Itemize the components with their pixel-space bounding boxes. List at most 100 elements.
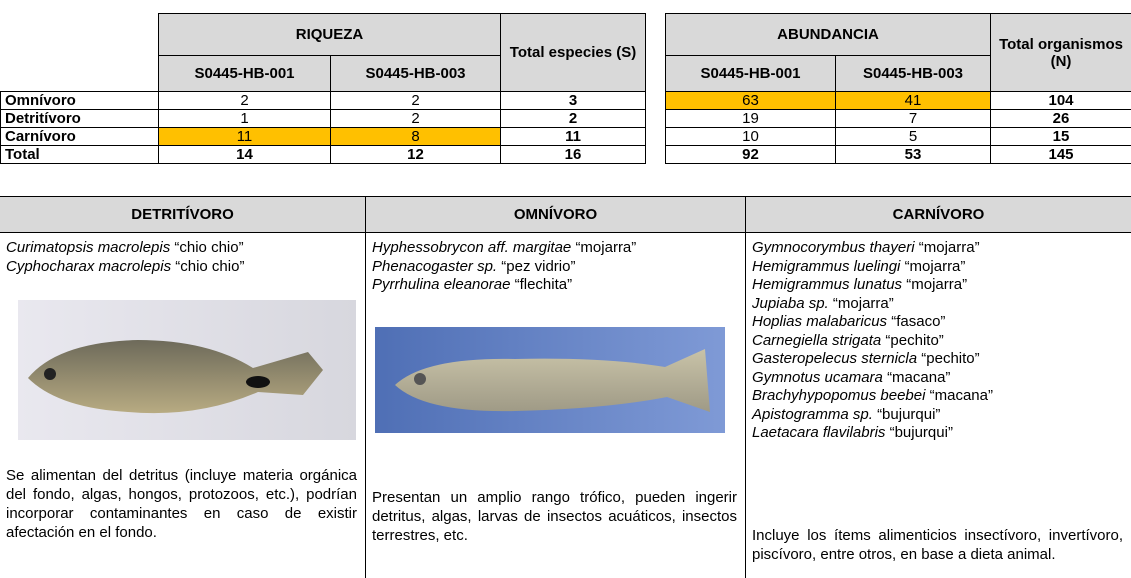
species-item: Cyphocharax macrolepis “chio chio” xyxy=(6,258,359,277)
group-header: Total especies (S) xyxy=(500,13,646,92)
guild-description: Incluye los ítems alimenticios insectívo… xyxy=(752,527,1123,563)
cell: 8 xyxy=(330,127,501,146)
species-item: Gasteropelecus sternicla “pechito” xyxy=(752,350,1125,369)
species-item: Phenacogaster sp. “pez vidrio” xyxy=(372,258,739,277)
guild-description: Presentan un amplio rango trófico, puede… xyxy=(372,489,737,544)
sub-header: S0445-HB-001 xyxy=(158,55,331,92)
cell: 2 xyxy=(330,91,501,110)
common-name: “mojarra” xyxy=(906,276,968,293)
common-name: “pez vidrio” xyxy=(501,257,576,275)
species-list: Curimatopsis macrolepis “chio chio” Cypho… xyxy=(0,239,365,276)
species-name: Curimatopsis macrolepis xyxy=(6,239,171,256)
common-name: “chio chio” xyxy=(175,257,245,275)
species-item: Gymnotus ucamara “macana” xyxy=(752,369,1125,388)
group-header: Total organismos (N) xyxy=(990,13,1131,92)
species-name: Laetacara flavilabris xyxy=(752,424,886,441)
cell: 12 xyxy=(330,145,501,164)
fish-photo xyxy=(375,327,725,433)
cell: 14 xyxy=(158,145,331,164)
species-item: Laetacara flavilabris “bujurqui” xyxy=(752,424,1125,443)
species-name: Gymnotus ucamara xyxy=(752,368,883,386)
species-name: Apistogramma sp. xyxy=(752,405,873,423)
cell: 5 xyxy=(834,127,992,146)
corner xyxy=(0,13,159,92)
species-name: Hoplias malabaricus xyxy=(752,313,888,330)
common-name: “chio chio” xyxy=(174,239,244,256)
species-list: Hyphessobrycon aff. margitae “mojarra” Ph… xyxy=(366,239,745,295)
species-name: Pyrrhulina eleanorae xyxy=(372,276,511,293)
species-item: Jupiaba sp. “mojarra” xyxy=(752,295,1125,314)
species-item: Carnegiella strigata “pechito” xyxy=(752,332,1125,351)
data-row: Total 14 12 16 92 53 145 xyxy=(0,145,1131,164)
common-name: “macana” xyxy=(887,368,951,386)
row-label: Detritívoro xyxy=(0,109,159,128)
species-name: Hemigrammus luelingi xyxy=(752,257,901,275)
omnivore-column: OMNÍVORO Hyphessobrycon aff. margitae “m… xyxy=(366,196,746,578)
species-item: Pyrrhulina eleanorae “flechita” xyxy=(372,276,739,295)
common-name: “pechito” xyxy=(921,350,980,367)
species-item: Hemigrammus lunatus “mojarra” xyxy=(752,276,1125,295)
cell: 26 xyxy=(990,109,1131,128)
cell: 2 xyxy=(500,109,646,128)
cell: 3 xyxy=(500,91,646,110)
species-item: Curimatopsis macrolepis “chio chio” xyxy=(6,239,359,258)
species-item: Brachyhypopomus beebei “macana” xyxy=(752,387,1125,406)
species-name: Carnegiella strigata xyxy=(752,331,882,349)
common-name: “macana” xyxy=(929,387,993,404)
species-name: Hyphessobrycon aff. margitae xyxy=(372,239,572,256)
cell: 1 xyxy=(158,109,331,128)
sub-header: S0445-HB-001 xyxy=(665,55,836,92)
cell: 7 xyxy=(834,109,992,128)
species-item: Hoplias malabaricus “fasaco” xyxy=(752,313,1125,332)
common-name: “pechito” xyxy=(885,331,944,349)
species-name: Cyphocharax macrolepis xyxy=(6,257,172,275)
row-label: Carnívoro xyxy=(0,127,159,146)
cell: 19 xyxy=(665,109,836,128)
species-item: Gymnocorymbus thayeri “mojarra” xyxy=(752,239,1125,258)
species-name: Brachyhypopomus beebei xyxy=(752,387,926,404)
sub-header: S0445-HB-003 xyxy=(834,55,992,92)
cell: 104 xyxy=(990,91,1131,110)
cell: 41 xyxy=(834,91,992,110)
cell: 145 xyxy=(990,145,1131,164)
data-row: Omnívoro 2 2 3 63 41 104 xyxy=(0,91,1131,110)
common-name: “mojarra” xyxy=(575,239,637,256)
species-item: Hyphessobrycon aff. margitae “mojarra” xyxy=(372,239,739,258)
species-item: Apistogramma sp. “bujurqui” xyxy=(752,406,1125,425)
cell: 11 xyxy=(500,127,646,146)
cell: 2 xyxy=(158,91,331,110)
cell: 15 xyxy=(990,127,1131,146)
row-label: Omnívoro xyxy=(0,91,159,110)
guild-description: Se alimentan del detritus (incluye mater… xyxy=(6,467,357,541)
group-header: ABUNDANCIA xyxy=(664,13,992,56)
carnivore-column: CARNÍVORO Gymnocorymbus thayeri “mojarra… xyxy=(746,196,1131,578)
common-name: “mojarra” xyxy=(918,239,980,256)
cell: 53 xyxy=(834,145,992,164)
sub-header: S0445-HB-003 xyxy=(330,55,501,92)
detritivore-column: DETRITÍVORO Curimatopsis macrolepis “chi… xyxy=(0,196,366,578)
species-name: Gymnocorymbus thayeri xyxy=(752,239,915,256)
group-header: RIQUEZA xyxy=(158,13,501,56)
common-name: “flechita” xyxy=(514,276,573,293)
species-name: Gasteropelecus sternicla xyxy=(752,350,918,367)
common-name: “bujurqui” xyxy=(877,405,941,423)
column-header: CARNÍVORO xyxy=(746,196,1131,233)
cell: 16 xyxy=(500,145,646,164)
data-row: Detritívoro 1 2 2 19 7 26 xyxy=(0,109,1131,128)
species-list: Gymnocorymbus thayeri “mojarra” Hemigramm… xyxy=(746,239,1131,443)
separator xyxy=(645,13,666,164)
common-name: “bujurqui” xyxy=(889,424,953,441)
species-name: Hemigrammus lunatus xyxy=(752,276,903,293)
common-name: “mojarra” xyxy=(832,294,894,312)
data-row: Carnívoro 11 8 11 10 5 15 xyxy=(0,127,1131,146)
header-row: S0445-HB-001 S0445-HB-003 S0445-HB-001 S044… xyxy=(1,55,1131,92)
species-item: Hemigrammus luelingi “mojarra” xyxy=(752,258,1125,277)
column-header: DETRITÍVORO xyxy=(0,196,365,233)
cell: 10 xyxy=(665,127,836,146)
summary-table: RIQUEZA Total especies (S) ABUNDANCIA Total… xyxy=(0,13,1131,164)
cell: 11 xyxy=(158,127,331,146)
common-name: “mojarra” xyxy=(904,257,966,275)
row-label: Total xyxy=(0,145,159,164)
